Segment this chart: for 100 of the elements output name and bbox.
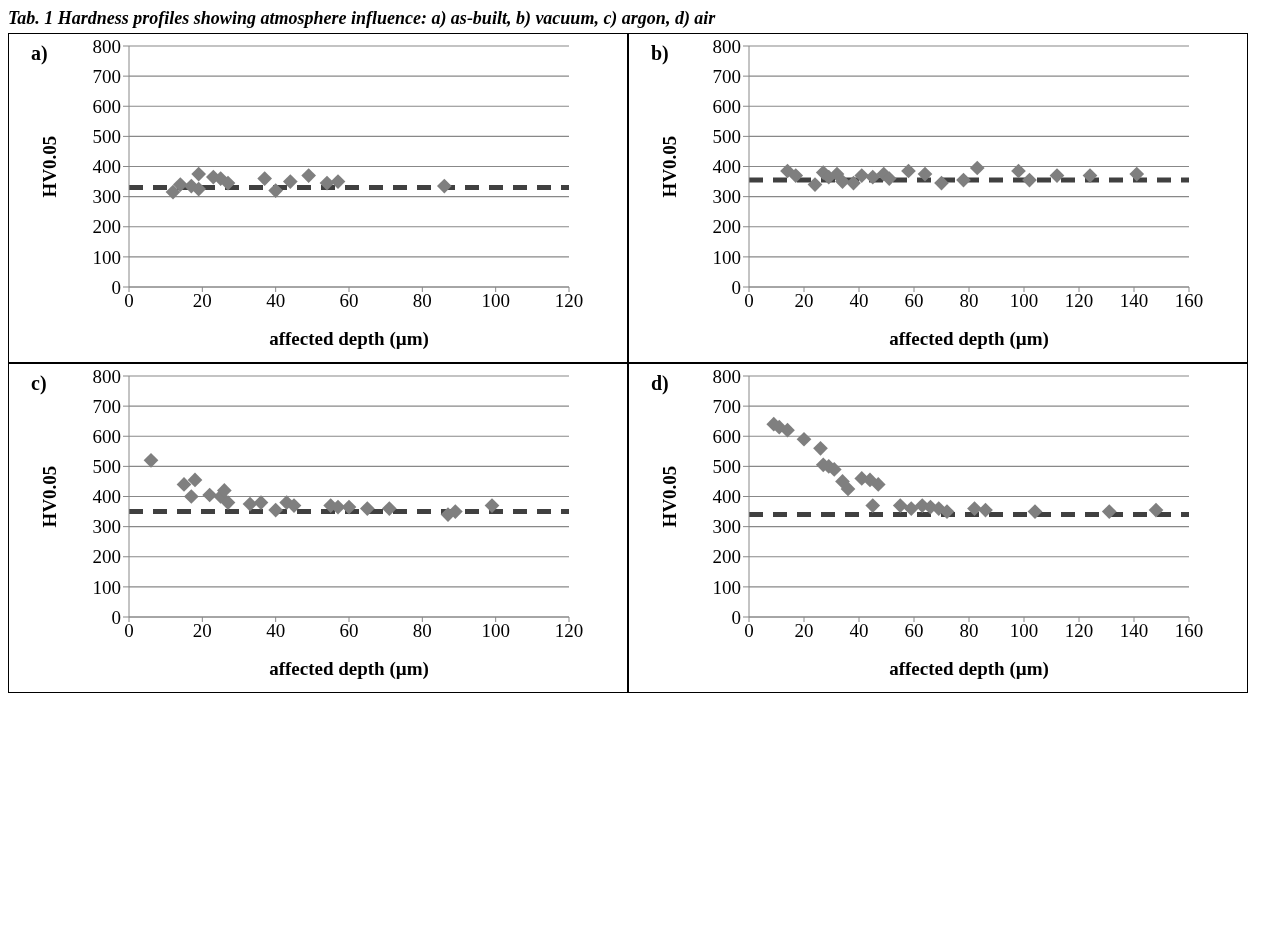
y-tick-label: 500 [712,456,741,478]
point [484,498,500,513]
point [956,172,971,188]
y-tick-label: 600 [92,425,121,447]
x-tick-label: 40 [266,620,286,642]
y-tick-label: 500 [712,126,741,148]
y-tick-label: 500 [92,456,121,478]
point [978,502,993,518]
y-tick-label: 700 [712,395,741,417]
point [1011,163,1026,179]
point [220,495,236,510]
chart-title: b) [651,42,669,65]
y-tick-label: 800 [712,365,741,387]
y-tick-label: 300 [712,516,741,538]
x-tick-label: 20 [192,620,212,642]
y-tick-label: 300 [92,186,121,208]
y-tick-label: 200 [712,216,741,238]
point [829,166,845,182]
y-axis-title: HV0.05 [38,465,60,528]
chart-title: d) [651,372,669,395]
point [934,175,949,191]
point [1049,168,1065,183]
y-axis-title: HV0.05 [38,135,60,198]
point [835,174,850,189]
x-tick-label: 60 [339,290,359,312]
y-tick-label: 700 [712,65,741,87]
point [788,168,804,183]
x-tick-label: 100 [481,290,510,312]
y-tick-label: 300 [712,186,741,208]
point [257,171,273,186]
point [846,175,861,191]
y-tick-label: 500 [92,126,121,148]
y-tick-label: 0 [111,276,121,298]
x-tick-label: 60 [339,620,359,642]
y-tick-label: 100 [92,246,121,268]
x-tick-label: 80 [959,290,979,312]
x-axis-title: affected depth (µm) [889,328,1049,350]
point [939,504,955,519]
y-axis-title: HV0.05 [658,465,680,528]
y-tick-label: 200 [712,546,741,568]
y-tick-label: 600 [712,425,741,447]
point [1101,504,1117,519]
x-tick-label: 100 [1009,290,1039,312]
point [967,501,982,516]
y-tick-label: 100 [712,576,741,598]
point [796,431,812,447]
point [901,163,916,179]
x-tick-label: 160 [1174,620,1204,642]
x-tick-label: 80 [959,620,979,642]
point [183,489,199,504]
x-tick-label: 80 [412,290,432,312]
y-tick-label: 400 [712,156,741,178]
x-tick-label: 20 [192,290,212,312]
point [268,502,284,518]
chart-title: c) [31,372,47,395]
point [854,168,870,183]
y-tick-label: 100 [92,576,121,598]
y-tick-label: 0 [111,606,121,628]
y-tick-label: 200 [92,546,121,568]
point [865,498,881,513]
x-tick-label: 160 [1174,290,1204,312]
point [1022,172,1037,188]
x-tick-label: 20 [794,620,814,642]
y-tick-label: 100 [712,246,741,268]
point [1129,166,1145,182]
point [969,160,985,176]
point [1082,168,1098,183]
x-tick-label: 120 [1064,620,1094,642]
point [220,175,236,191]
x-tick-label: 40 [849,620,869,642]
x-tick-label: 120 [1064,290,1094,312]
point [780,422,795,438]
x-tick-label: 60 [904,620,924,642]
point [253,495,269,510]
point [865,169,881,185]
x-tick-label: 140 [1119,620,1149,642]
point [807,177,823,192]
x-tick-label: 40 [849,290,869,312]
y-tick-label: 700 [92,65,121,87]
x-tick-label: 60 [904,290,924,312]
point [319,175,335,191]
y-tick-label: 400 [92,486,121,508]
point [176,477,192,492]
point [917,166,933,182]
y-tick-label: 400 [712,486,741,508]
point [268,183,284,198]
point [301,168,317,183]
chart-title: a) [31,42,48,65]
x-tick-label: 120 [554,290,584,312]
y-tick-label: 600 [92,96,121,117]
point [191,166,207,182]
y-tick-label: 800 [92,365,121,387]
y-tick-label: 300 [92,516,121,538]
x-tick-label: 140 [1119,290,1149,312]
y-tick-label: 600 [712,96,741,117]
point [330,174,346,189]
point [1148,502,1164,518]
y-tick-label: 800 [92,35,121,57]
y-tick-label: 800 [712,35,741,57]
x-axis-title: affected depth (µm) [269,328,429,350]
